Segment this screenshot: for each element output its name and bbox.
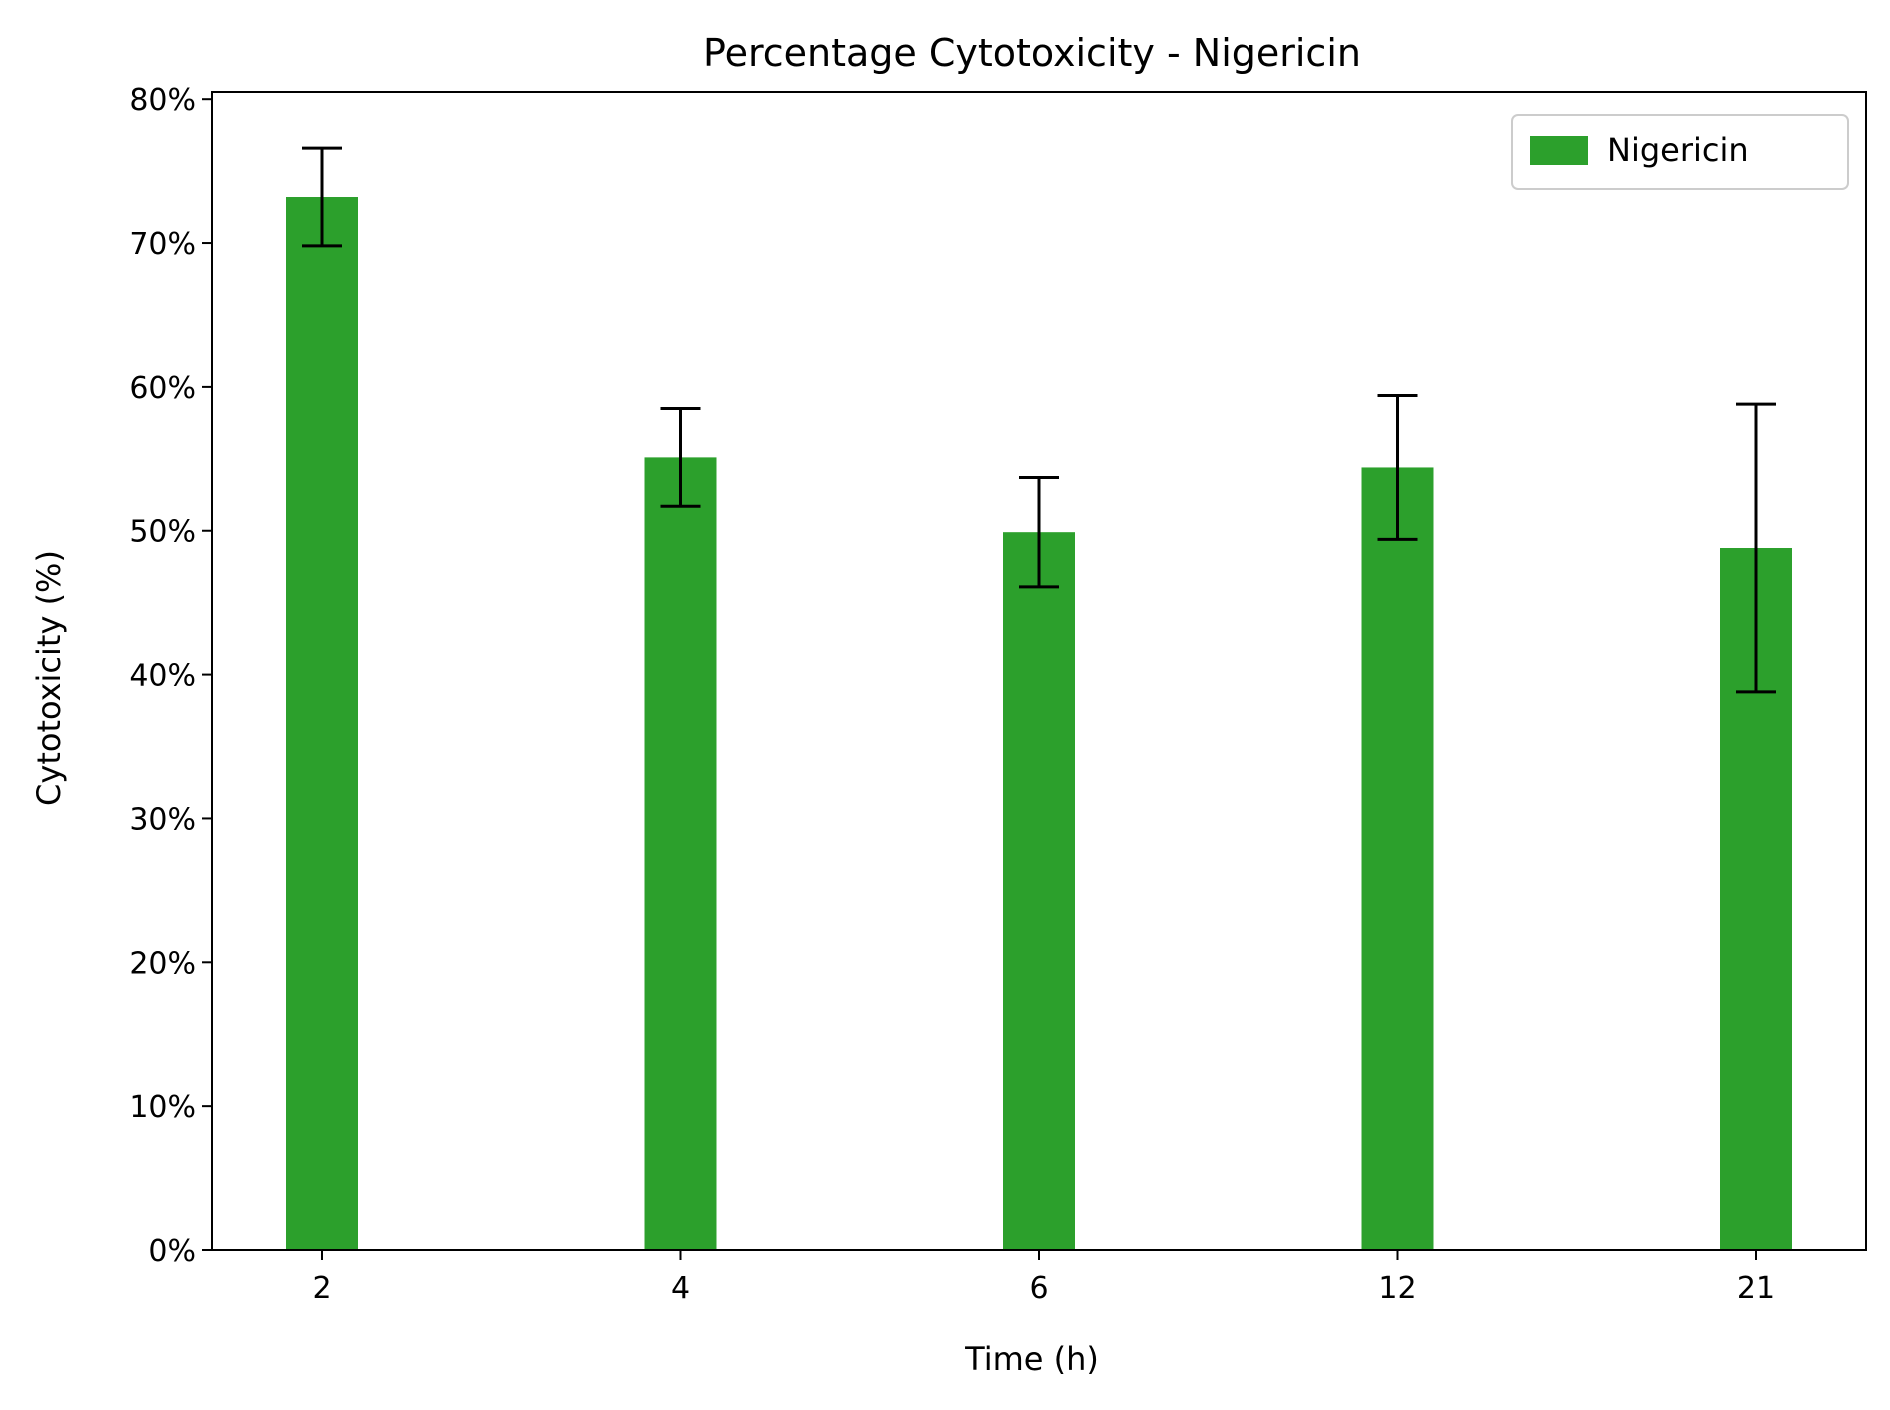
x-tick-label: 6 bbox=[1029, 1271, 1048, 1306]
bar-2 bbox=[286, 197, 358, 1250]
plot-area: 0% 10% 20% 30% 40% 50% 60% 70% 80% 2 4 6 12 21 bbox=[129, 83, 1867, 1306]
y-tick-label: 40% bbox=[129, 659, 196, 694]
legend-label: Nigericin bbox=[1607, 131, 1749, 169]
x-tick-label: 4 bbox=[671, 1271, 690, 1306]
y-tick-label: 20% bbox=[129, 946, 196, 981]
y-tick-label: 30% bbox=[129, 802, 196, 837]
x-tick-label: 21 bbox=[1737, 1271, 1775, 1306]
y-tick-label: 70% bbox=[129, 227, 196, 262]
y-tick-label: 50% bbox=[129, 515, 196, 550]
y-tick-label: 10% bbox=[129, 1090, 196, 1125]
bar-4 bbox=[644, 457, 717, 1251]
x-tick-label: 12 bbox=[1378, 1271, 1416, 1306]
x-axis-label: Time (h) bbox=[964, 1340, 1099, 1378]
x-tick-label: 2 bbox=[312, 1271, 331, 1306]
y-axis-label: Cytotoxicity (%) bbox=[30, 550, 68, 806]
y-tick-label: 80% bbox=[129, 83, 196, 118]
legend-frame bbox=[1511, 114, 1849, 190]
bar-6 bbox=[1003, 532, 1075, 1250]
y-tick-label: 0% bbox=[148, 1234, 196, 1269]
legend-swatch bbox=[1530, 136, 1588, 165]
legend: Nigericin bbox=[1511, 114, 1849, 190]
bar-12 bbox=[1361, 467, 1434, 1250]
y-tick-label: 60% bbox=[129, 371, 196, 406]
chart-title: Percentage Cytotoxicity - Nigericin bbox=[703, 31, 1361, 75]
